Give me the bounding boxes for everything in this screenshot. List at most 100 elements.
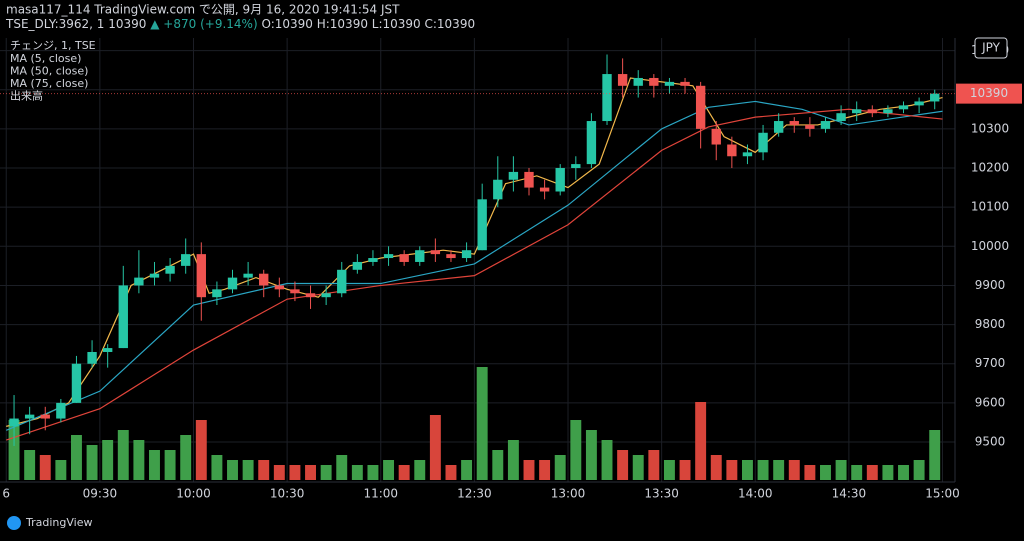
- candle-body: [633, 77, 643, 86]
- volume-bar: [367, 465, 379, 480]
- candle-body: [243, 273, 253, 278]
- x-tick-label: 12:30: [457, 487, 492, 501]
- candle-body: [477, 199, 487, 251]
- candle-body: [165, 265, 175, 274]
- x-tick-label: 15:00: [925, 487, 960, 501]
- candle-body: [337, 269, 347, 294]
- header-line1: masa117_114 TradingView.com で公開, 9月 16, …: [6, 3, 400, 17]
- candle-body: [539, 187, 550, 192]
- x-tick-label: 6: [2, 487, 10, 501]
- candle-body: [102, 348, 113, 352]
- symbol: TSE_DLY:3962, 1 10390: [5, 17, 146, 31]
- y-tick-label: 9700: [975, 356, 1006, 370]
- x-tick-label: 11:00: [363, 487, 398, 501]
- candle-body: [930, 93, 940, 102]
- candle-body: [212, 289, 222, 298]
- volume-bar: [211, 455, 223, 480]
- volume-bar: [273, 465, 285, 480]
- x-tick-label: 13:30: [644, 487, 679, 501]
- volume-bar: [320, 465, 332, 480]
- candle-body: [852, 109, 862, 114]
- volume-bar: [929, 430, 941, 480]
- last-price-box: [956, 83, 1022, 104]
- volume-bar: [554, 455, 566, 480]
- candle-body: [664, 81, 675, 86]
- legend-title: チェンジ, 1, TSE: [10, 39, 96, 52]
- volume-bar: [851, 465, 863, 480]
- candle-body: [446, 254, 456, 259]
- volume-bar: [757, 460, 769, 480]
- candle-body: [71, 363, 82, 403]
- volume-bar: [585, 430, 597, 480]
- volume-bar: [523, 460, 535, 480]
- candle-body: [914, 101, 924, 106]
- volume-bar: [570, 420, 582, 480]
- x-tick-label: 14:00: [738, 487, 773, 501]
- candle-body: [742, 152, 753, 157]
- candle-body: [836, 113, 846, 122]
- volume-bar: [289, 465, 301, 480]
- candle-body: [571, 164, 581, 169]
- volume-bar: [71, 435, 82, 480]
- candle-body: [149, 273, 160, 278]
- volume-bar: [227, 460, 238, 480]
- y-tick-label: 10300: [971, 121, 1009, 135]
- candle-body: [867, 109, 877, 114]
- volume-bar: [414, 460, 426, 480]
- x-tick-label: 09:30: [83, 487, 118, 501]
- logo-icon: [7, 516, 21, 530]
- volume-bar: [476, 367, 488, 480]
- volume-bar: [726, 460, 738, 480]
- volume-bar: [601, 440, 613, 480]
- legend-entry: MA (75, close): [10, 77, 88, 90]
- candle-body: [305, 293, 316, 298]
- volume-bar: [695, 402, 707, 480]
- candle-body: [274, 285, 285, 290]
- header-symbol: TSE_DLY:3962, 1 10390 ▲ +870 (+9.14%) O:…: [5, 17, 475, 31]
- legend-entry: MA (5, close): [10, 52, 81, 65]
- legend-entry: 出来高: [10, 89, 43, 103]
- y-tick-label: 10100: [971, 200, 1009, 214]
- candle-body: [524, 171, 534, 188]
- volume-bar: [305, 465, 316, 480]
- volume-bar: [164, 450, 176, 480]
- volume-bar: [133, 440, 145, 480]
- x-tick-label: 10:30: [270, 487, 305, 501]
- volume-bar: [195, 420, 207, 480]
- candle-body: [695, 85, 706, 129]
- change: ▲ +870 (+9.14%): [150, 17, 257, 31]
- candle-body: [415, 250, 425, 262]
- candle-body: [259, 273, 269, 286]
- volume-bar: [39, 455, 51, 480]
- candle-body: [649, 77, 659, 86]
- grid: [0, 38, 955, 482]
- candle-body: [399, 254, 409, 262]
- candle-body: [820, 121, 831, 129]
- volume-bar: [507, 440, 519, 480]
- volume-bar: [398, 465, 410, 480]
- volume-bar: [117, 430, 129, 480]
- candle-body: [493, 179, 503, 200]
- volume-bar: [788, 460, 800, 480]
- candle-body: [602, 74, 612, 122]
- candle-body: [118, 285, 128, 349]
- ohlc: O:10390 H:10390 L:10390 C:10390: [261, 17, 475, 31]
- currency-box: [974, 37, 1008, 59]
- volume-bar: [648, 450, 660, 480]
- footer-text: TradingView: [25, 516, 92, 529]
- legend: チェンジ, 1, TSE MA (5, close)MA (50, close)…: [10, 39, 96, 103]
- candle-body: [383, 254, 394, 259]
- volume-bar: [804, 465, 816, 480]
- candles: [9, 54, 940, 446]
- volume-bar: [351, 465, 363, 480]
- candle-body: [773, 121, 784, 133]
- candle-body: [508, 171, 519, 180]
- x-tick-label: 14:30: [832, 487, 867, 501]
- candle-body: [617, 74, 628, 86]
- y-tick-label: 10000: [971, 239, 1009, 253]
- candle-body: [24, 414, 35, 419]
- candle-body: [758, 132, 768, 153]
- y-tick-label: 9600: [975, 395, 1006, 409]
- volume-bar: [8, 420, 20, 480]
